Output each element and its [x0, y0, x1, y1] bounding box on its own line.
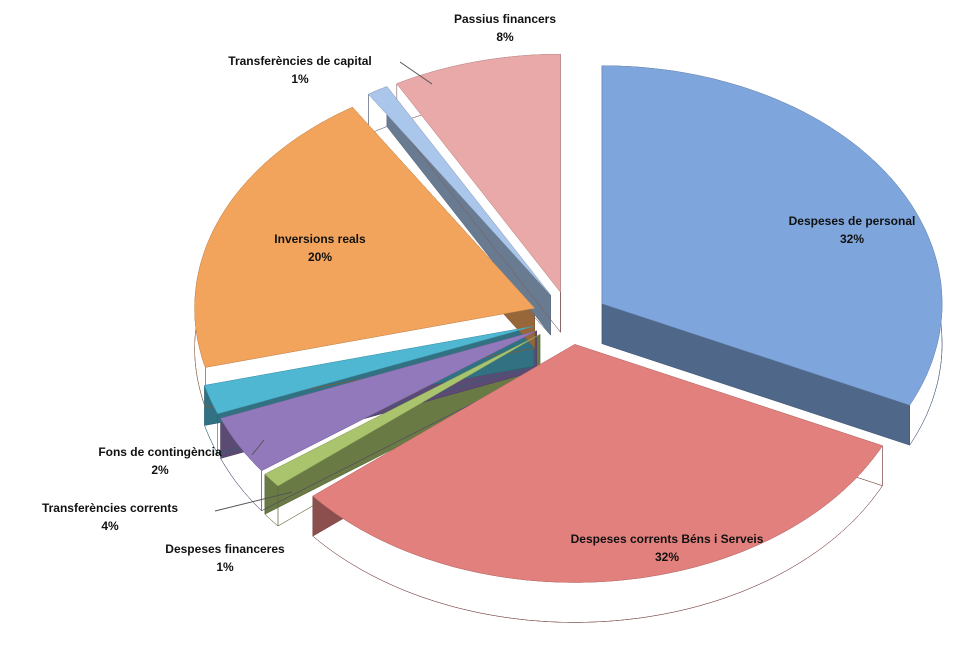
value-label: 1%: [291, 72, 309, 86]
value-label: 4%: [101, 519, 119, 533]
value-label: 32%: [655, 550, 679, 564]
slice: [396, 53, 561, 293]
slice-label: Inversions reals: [274, 232, 366, 246]
slice-label: Fons de contingència: [98, 445, 222, 459]
value-label: 1%: [216, 560, 234, 574]
slice: [601, 65, 943, 406]
slice: [204, 325, 534, 415]
value-label: 8%: [496, 30, 514, 44]
slice: [264, 334, 541, 487]
leader-line: [214, 491, 293, 512]
value-label: 32%: [840, 232, 864, 246]
slice-label: Transferències corrents: [42, 501, 178, 515]
value-label: 2%: [151, 463, 169, 477]
slice: [220, 330, 537, 472]
slice: [312, 344, 883, 583]
slice-label: Despeses corrents Béns i Serveis: [571, 532, 764, 546]
slice-label: Passius financers: [454, 12, 556, 26]
slice-side: [368, 85, 551, 336]
value-label: 20%: [308, 250, 332, 264]
slice: [194, 106, 536, 368]
leader-line: [399, 61, 433, 85]
slice-label: Despeses de personal: [789, 214, 916, 228]
slice-label: Transferències de capital: [228, 54, 371, 68]
leader-line: [251, 439, 265, 456]
slice: [368, 86, 551, 296]
slice-label: Despeses financeres: [165, 542, 285, 556]
